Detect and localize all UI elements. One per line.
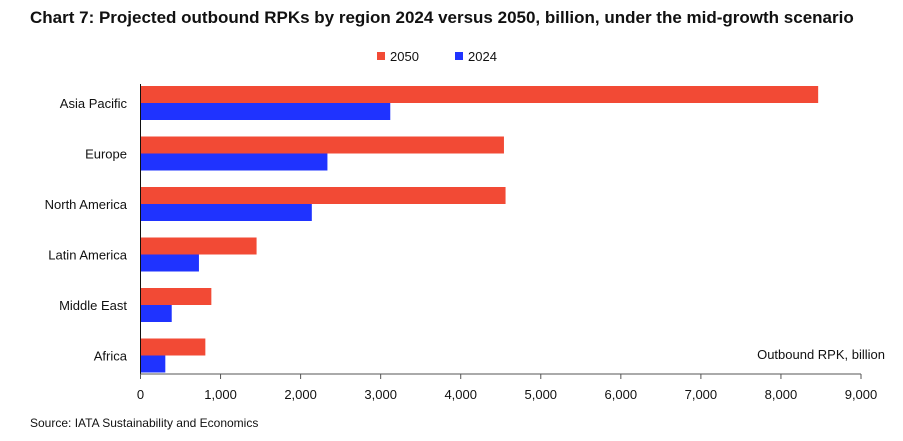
- x-tick-label: 5,000: [525, 387, 558, 402]
- category-label: Latin America: [48, 248, 128, 263]
- x-tick-label: 6,000: [605, 387, 638, 402]
- bar-2050-africa: [140, 338, 206, 356]
- x-tick-label: 3,000: [364, 387, 397, 402]
- chart-title: Chart 7: Projected outbound RPKs by regi…: [30, 8, 854, 27]
- bar-2024-africa: [140, 355, 166, 373]
- legend-swatch-2024: [455, 52, 463, 60]
- bar-2050-middle-east: [140, 288, 212, 305]
- category-label: North America: [45, 197, 128, 212]
- legend-label-2050: 2050: [390, 49, 419, 64]
- bar-2050-europe: [140, 136, 504, 154]
- bar-2024-north-america: [140, 204, 312, 221]
- legend-swatch-2050: [377, 52, 385, 60]
- category-label: Europe: [85, 147, 127, 162]
- x-tick-label: 2,000: [284, 387, 317, 402]
- bar-2024-latin-america: [140, 254, 199, 272]
- x-tick-label: 7,000: [685, 387, 718, 402]
- source-note: Source: IATA Sustainability and Economic…: [30, 416, 259, 430]
- legend-label-2024: 2024: [468, 49, 497, 64]
- bar-2050-north-america: [140, 187, 506, 204]
- category-label: Middle East: [59, 298, 127, 313]
- x-tick-label: 8,000: [765, 387, 798, 402]
- category-label: Asia Pacific: [60, 96, 128, 111]
- x-tick-label: 4,000: [444, 387, 477, 402]
- x-axis-title: Outbound RPK, billion: [757, 347, 885, 362]
- x-tick-label: 9,000: [845, 387, 878, 402]
- bar-2024-europe: [140, 153, 328, 171]
- bar-2024-middle-east: [140, 305, 172, 322]
- x-tick-label: 0: [137, 387, 144, 402]
- category-label: Africa: [94, 349, 128, 364]
- bar-2050-latin-america: [140, 237, 257, 255]
- bar-2050-asia-pacific: [140, 86, 819, 103]
- bar-2024-asia-pacific: [140, 103, 391, 120]
- x-tick-label: 1,000: [204, 387, 237, 402]
